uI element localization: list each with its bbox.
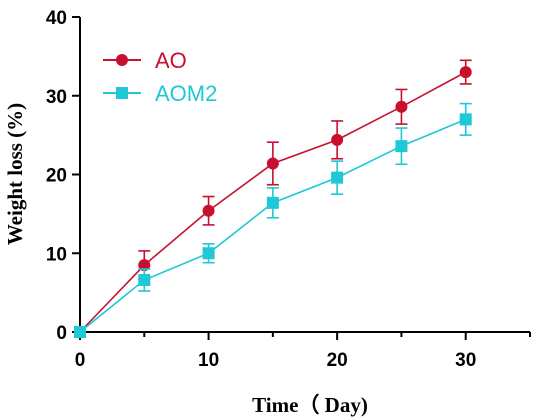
series-aom2 bbox=[74, 102, 472, 338]
x-tick-label: 0 bbox=[75, 350, 86, 371]
data-point bbox=[202, 204, 215, 217]
legend-marker bbox=[116, 54, 128, 66]
x-tick-label: 10 bbox=[198, 350, 219, 371]
y-axis-title: Weight loss (%) bbox=[3, 103, 27, 245]
data-point bbox=[138, 259, 151, 272]
y-tick-label: 40 bbox=[46, 8, 67, 29]
legend-label: AO bbox=[155, 48, 187, 73]
axes: 0 10 20 30 40 0 10 20 30 bbox=[46, 8, 531, 371]
data-point bbox=[202, 247, 215, 260]
y-tick-label: 30 bbox=[46, 87, 67, 108]
x-axis-title: Time（ Day) bbox=[252, 393, 368, 417]
data-point bbox=[395, 100, 408, 113]
data-point bbox=[266, 157, 279, 170]
legend-item-ao: AO bbox=[103, 48, 187, 73]
data-point bbox=[331, 133, 344, 146]
legend-marker bbox=[116, 87, 128, 99]
x-tick-label: 30 bbox=[455, 350, 476, 371]
data-point bbox=[331, 171, 344, 184]
legend-item-aom2: AOM2 bbox=[103, 81, 217, 106]
data-point bbox=[459, 66, 472, 79]
x-tick-label: 20 bbox=[327, 350, 348, 371]
data-point bbox=[395, 140, 408, 153]
legend: AO AOM2 bbox=[103, 48, 217, 106]
y-tick-label: 0 bbox=[56, 323, 67, 344]
data-point bbox=[459, 113, 472, 126]
series-layer bbox=[74, 59, 472, 338]
y-tick-label: 10 bbox=[46, 244, 67, 265]
legend-label: AOM2 bbox=[155, 81, 217, 106]
data-point bbox=[266, 196, 279, 209]
data-point bbox=[138, 274, 151, 287]
data-point bbox=[74, 326, 86, 338]
y-tick-label: 20 bbox=[46, 166, 67, 187]
